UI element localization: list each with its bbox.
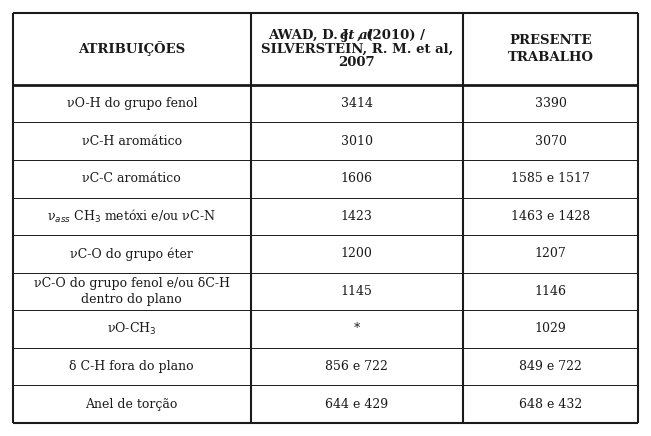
- Text: νC-C aromático: νC-C aromático: [83, 172, 181, 185]
- Text: 1463 e 1428: 1463 e 1428: [511, 210, 590, 223]
- Text: 644 e 429: 644 e 429: [326, 398, 388, 411]
- Text: νO-CH$_{3}$: νO-CH$_{3}$: [107, 321, 156, 337]
- Text: νC-O do grupo fenol e/ou δC-H
dentro do plano: νC-O do grupo fenol e/ou δC-H dentro do …: [34, 277, 230, 306]
- Text: 856 e 722: 856 e 722: [326, 360, 388, 373]
- Text: 1585 e 1517: 1585 e 1517: [511, 172, 590, 185]
- Text: AWAD, D. J.: AWAD, D. J.: [268, 29, 357, 42]
- Text: 3070: 3070: [534, 135, 566, 148]
- Text: 1423: 1423: [341, 210, 372, 223]
- Text: 1145: 1145: [341, 285, 372, 298]
- Text: 2007: 2007: [339, 56, 375, 69]
- Text: νC-H aromático: νC-H aromático: [81, 135, 182, 148]
- Text: SILVERSTEIN, R. M. et al,: SILVERSTEIN, R. M. et al,: [260, 42, 453, 55]
- Text: 1200: 1200: [341, 247, 372, 260]
- Text: 648 e 432: 648 e 432: [519, 398, 582, 411]
- Text: 1146: 1146: [534, 285, 566, 298]
- Text: νO-H do grupo fenol: νO-H do grupo fenol: [66, 97, 197, 110]
- Text: νC-O do grupo éter: νC-O do grupo éter: [70, 247, 193, 261]
- Text: et al: et al: [340, 29, 373, 42]
- Text: Anel de torção: Anel de torção: [85, 398, 178, 411]
- Text: 849 e 722: 849 e 722: [519, 360, 582, 373]
- Text: 1207: 1207: [534, 247, 566, 260]
- Text: ATRIBUIÇÕES: ATRIBUIÇÕES: [78, 41, 186, 56]
- Text: , (2010) /: , (2010) /: [357, 29, 424, 42]
- Text: 1606: 1606: [340, 172, 373, 185]
- Text: 3010: 3010: [340, 135, 373, 148]
- Text: ν$_{ass}$ CH$_{3}$ metóxi e/ou νC-N: ν$_{ass}$ CH$_{3}$ metóxi e/ou νC-N: [48, 208, 216, 225]
- Text: δ C-H fora do plano: δ C-H fora do plano: [70, 360, 194, 373]
- Text: 3390: 3390: [534, 97, 566, 110]
- Text: 1029: 1029: [534, 323, 566, 335]
- Text: *: *: [353, 323, 360, 335]
- Text: 3414: 3414: [340, 97, 373, 110]
- Text: PRESENTE
TRABALHO: PRESENTE TRABALHO: [508, 34, 594, 64]
